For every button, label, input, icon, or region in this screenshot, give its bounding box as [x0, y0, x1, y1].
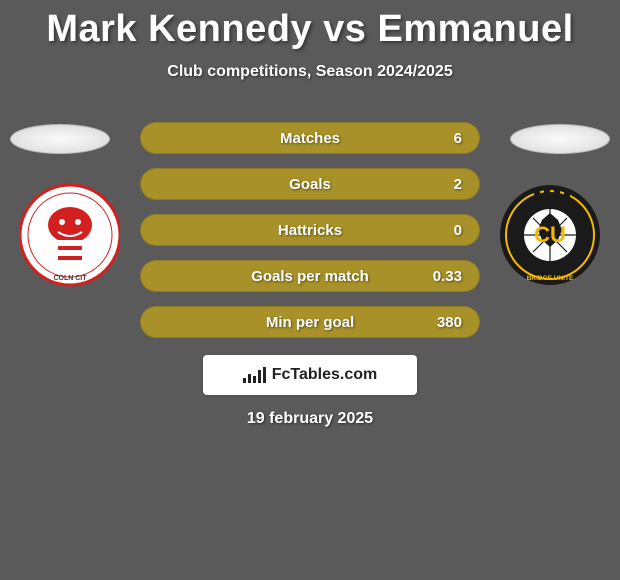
title-vs: vs [323, 8, 366, 50]
stats-panel: Matches6Goals2Hattricks0Goals per match0… [140, 122, 480, 352]
date-label: 19 february 2025 [0, 410, 620, 428]
stat-row: Min per goal380 [140, 306, 480, 338]
page-title: Mark Kennedy vs Emmanuel [0, 0, 620, 51]
stat-row: Goals2 [140, 168, 480, 200]
title-left-name: Mark Kennedy [46, 8, 312, 50]
stat-label: Min per goal [140, 314, 480, 331]
player-photo-left [10, 124, 110, 154]
brand-badge: FcTables.com [203, 355, 417, 395]
stat-value-right: 6 [454, 130, 462, 147]
club-crest-right: CU BRIDGE UNITE [500, 180, 600, 290]
stat-value-right: 2 [454, 176, 462, 193]
stat-row: Goals per match0.33 [140, 260, 480, 292]
stat-value-right: 0.33 [433, 268, 462, 285]
stat-label: Hattricks [140, 222, 480, 239]
subtitle: Club competitions, Season 2024/2025 [0, 63, 620, 81]
stat-label: Goals per match [140, 268, 480, 285]
svg-text:CU: CU [534, 222, 566, 247]
club-crest-left: COLN CIT [20, 180, 120, 290]
chart-icon [243, 367, 266, 383]
brand-text: FcTables.com [272, 366, 378, 384]
stat-label: Matches [140, 130, 480, 147]
player-photo-right [510, 124, 610, 154]
svg-text:COLN CIT: COLN CIT [53, 275, 87, 282]
stat-value-right: 0 [454, 222, 462, 239]
svg-text:BRIDGE UNITE: BRIDGE UNITE [527, 275, 574, 282]
stat-row: Matches6 [140, 122, 480, 154]
stat-value-right: 380 [437, 314, 462, 331]
stat-label: Goals [140, 176, 480, 193]
stat-row: Hattricks0 [140, 214, 480, 246]
title-right-name: Emmanuel [377, 8, 573, 50]
